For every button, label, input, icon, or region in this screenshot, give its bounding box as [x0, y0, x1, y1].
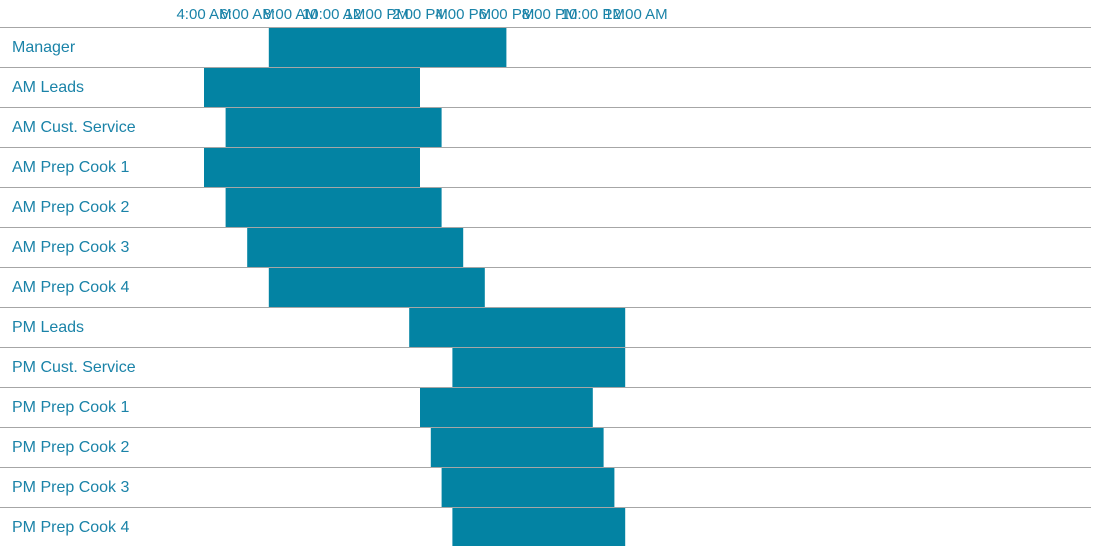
x-tick-label: 12:00 AM	[604, 6, 667, 23]
shift-bar	[247, 228, 464, 267]
x-tick-label: 4:00 PM	[435, 6, 491, 23]
row-label: AM Prep Cook 2	[12, 199, 129, 216]
row-label: Manager	[12, 39, 76, 56]
shift-bar	[430, 428, 604, 467]
shift-bar	[204, 148, 420, 187]
row-gridlines	[0, 27, 1091, 508]
shift-bar	[268, 268, 485, 307]
shift-bar	[420, 388, 593, 427]
x-tick-label: 10:00 AM	[302, 6, 365, 23]
shift-bar	[225, 108, 442, 147]
x-tick-label: 8:00 PM	[522, 6, 578, 23]
row-label: AM Prep Cook 4	[12, 279, 129, 296]
row-label: PM Prep Cook 1	[12, 399, 129, 416]
shift-bar	[452, 348, 626, 387]
x-tick-label: 8:00 AM	[263, 6, 318, 23]
row-label: PM Cust. Service	[12, 359, 136, 376]
shift-bar	[268, 28, 507, 67]
row-label: AM Cust. Service	[12, 119, 136, 136]
shift-bar	[409, 308, 626, 347]
row-labels: Manager AM Leads AM Cust. Service AM Prep C…	[12, 39, 136, 536]
row-label: AM Prep Cook 1	[12, 159, 129, 176]
x-tick-label: 12:00 PM	[345, 6, 409, 23]
x-tick-label: 6:00 AM	[220, 6, 275, 23]
x-tick-label: 10:00 PM	[561, 6, 625, 23]
row-label: AM Leads	[12, 79, 84, 96]
shift-bar	[204, 68, 420, 107]
row-label: PM Prep Cook 3	[12, 479, 129, 496]
row-label: AM Prep Cook 3	[12, 239, 129, 256]
row-label: PM Prep Cook 4	[12, 519, 129, 536]
row-label: PM Leads	[12, 319, 84, 336]
shift-bar	[452, 508, 626, 546]
shift-bars	[204, 28, 626, 546]
shift-bar	[441, 468, 615, 507]
x-tick-label: 6:00 PM	[478, 6, 534, 23]
x-tick-label: 4:00 AM	[176, 6, 231, 23]
x-tick-label: 2:00 PM	[392, 6, 448, 23]
shift-bar	[225, 188, 442, 227]
row-label: PM Prep Cook 2	[12, 439, 129, 456]
